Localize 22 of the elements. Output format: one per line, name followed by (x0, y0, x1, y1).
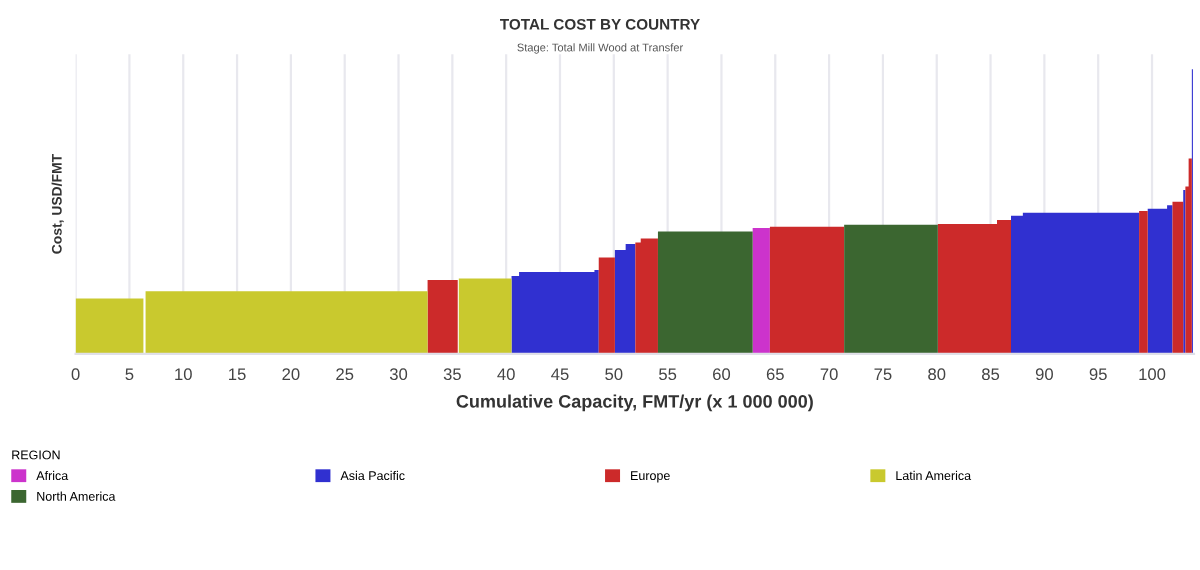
x-tick-label: 45 (551, 368, 569, 381)
x-tick-label: 55 (659, 368, 677, 381)
x-tick-label: 20 (282, 368, 300, 381)
x-tick-label: 100 (1139, 368, 1166, 381)
x-tick-label: 90 (1035, 368, 1053, 381)
x-tick-label: 95 (1089, 368, 1107, 381)
x-tick-label: 65 (766, 368, 784, 381)
x-tick-label: 60 (713, 368, 731, 381)
x-tick-label: 25 (336, 368, 354, 381)
x-tick-label: 30 (389, 368, 408, 381)
x-tick-label: 50 (605, 368, 623, 381)
x-tick-label: 5 (125, 368, 134, 381)
x-tick-label: 40 (497, 368, 515, 381)
x-tick-label: 75 (874, 368, 892, 381)
x-tick-label: 15 (229, 368, 246, 381)
x-tick-label: 0 (71, 368, 80, 381)
x-axis-title: Cumulative Capacity, FMT/yr (x 1 000 000) (456, 394, 813, 412)
x-tick-label: 10 (175, 368, 192, 381)
x-tick-label: 85 (982, 368, 1000, 381)
x-tick-label: 70 (820, 368, 838, 381)
x-tick-label: 35 (443, 368, 461, 381)
x-tick-label: 80 (928, 368, 946, 381)
